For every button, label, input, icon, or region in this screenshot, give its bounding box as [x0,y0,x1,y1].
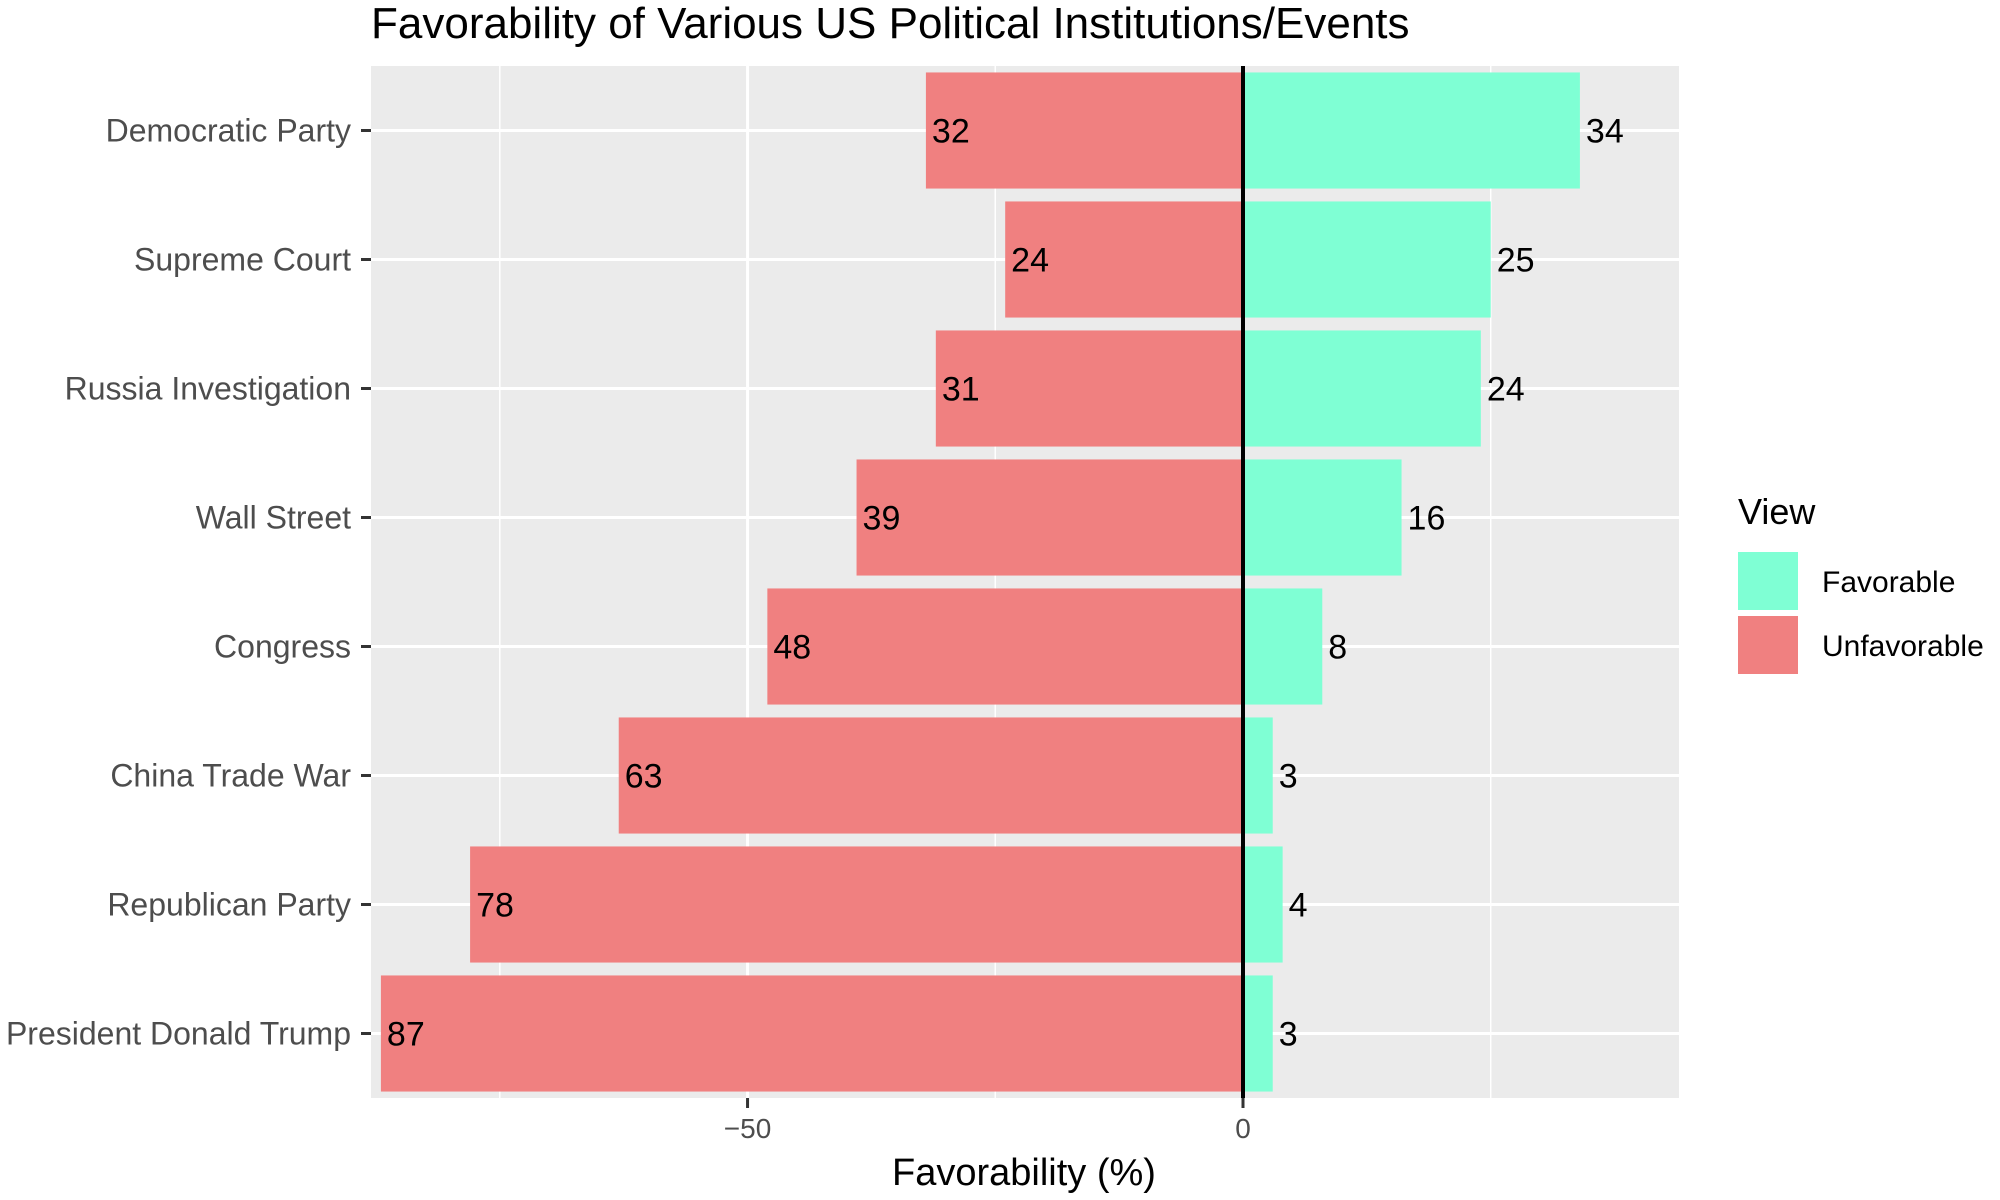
value-label: 78 [476,887,514,925]
value-label: 63 [625,758,663,796]
bar-unfavorable [856,459,1243,576]
category-label: Congress [214,629,351,665]
value-label: 24 [1487,371,1525,409]
chart-title: Favorability of Various US Political Ins… [371,0,1410,48]
bar-favorable [1243,717,1273,834]
legend: View Favorable Unfavorable [1738,491,1984,674]
category-label: Russia Investigation [65,371,351,407]
category-label: Republican Party [107,887,351,923]
bar-favorable [1243,72,1580,189]
bar-favorable [1243,330,1481,447]
value-label: 87 [387,1016,425,1054]
value-label: 24 [1011,242,1049,280]
bar-unfavorable [1005,201,1243,318]
category-label: President Donald Trump [6,1016,351,1052]
value-label: 39 [863,500,901,538]
bar-unfavorable [935,330,1243,447]
value-label: 32 [932,113,970,151]
value-label: 8 [1328,629,1347,667]
legend-swatch-unfavorable [1738,616,1798,674]
value-label: 25 [1497,242,1535,280]
bar-unfavorable [470,846,1243,963]
legend-label: Unfavorable [1822,630,1984,663]
value-label: 34 [1586,113,1624,151]
bar-favorable [1243,975,1273,1092]
value-label: 48 [773,629,811,667]
bar-favorable [1243,588,1323,705]
value-label: 4 [1289,887,1308,925]
x-axis-ticks: −50 0 [724,1098,1251,1144]
legend-swatch-favorable [1738,552,1798,610]
bar-unfavorable [767,588,1243,705]
bar-favorable [1243,459,1402,576]
bar-unfavorable [925,72,1243,189]
bars [380,72,1580,1092]
bar-favorable [1243,846,1283,963]
category-label: Wall Street [196,500,351,536]
value-label: 3 [1279,1016,1298,1054]
x-axis-title: Favorability (%) [892,1152,1156,1194]
bar-unfavorable [380,975,1244,1092]
value-label: 3 [1279,758,1298,796]
bar-favorable [1243,201,1491,318]
bar-unfavorable [618,717,1243,834]
category-label: Supreme Court [134,242,351,278]
x-tick-label: 0 [1235,1113,1251,1144]
value-label: 31 [942,371,980,409]
legend-title: View [1738,491,1816,532]
category-label: China Trade War [110,758,351,794]
category-axis: Democratic Party Supreme Court Russia Inve… [6,113,371,1052]
x-tick-label: −50 [724,1113,772,1144]
category-label: Democratic Party [106,113,351,149]
legend-label: Favorable [1822,566,1955,599]
value-label: 16 [1408,500,1446,538]
